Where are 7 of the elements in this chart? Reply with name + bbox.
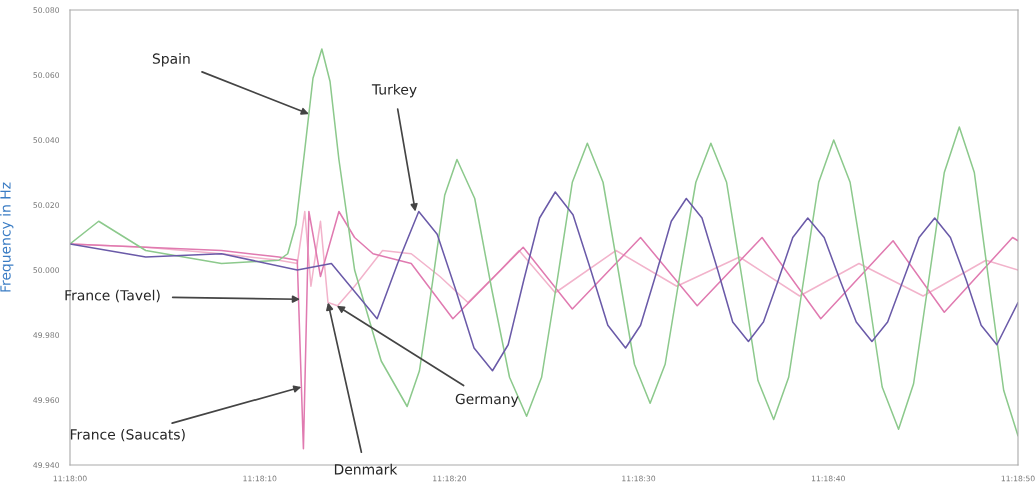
annotation: France (Saucats) <box>70 428 185 442</box>
annotation: France (Tavel) <box>65 289 160 303</box>
annotation: Spain <box>152 53 190 67</box>
annotation: Germany <box>455 393 519 407</box>
annotation: Turkey <box>371 83 417 98</box>
annotation: Denmark <box>334 463 398 475</box>
y-axis-title: Frequency in Hz <box>0 182 14 292</box>
